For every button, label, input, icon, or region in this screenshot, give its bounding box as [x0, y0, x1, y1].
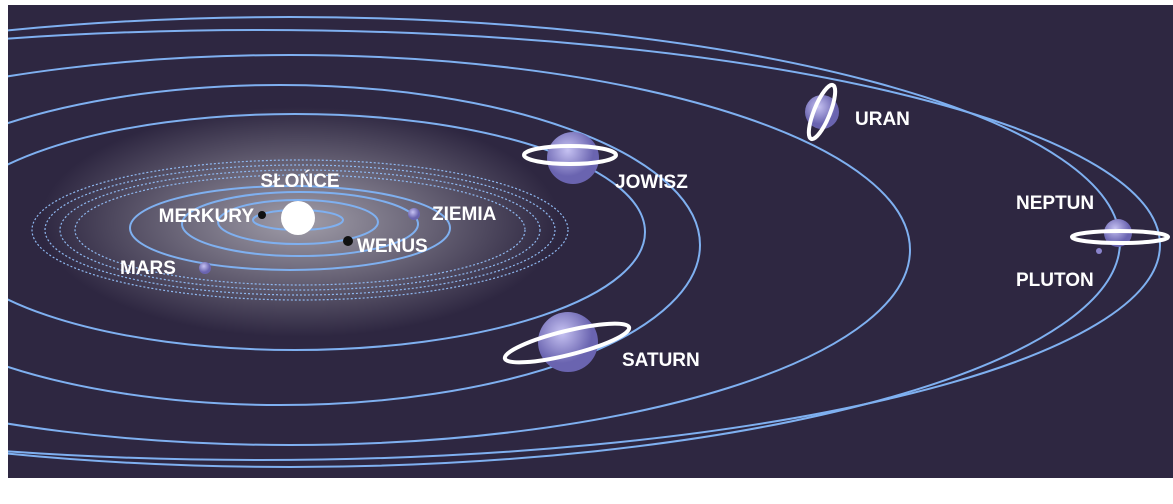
label: SATURN — [622, 350, 700, 371]
venus — [343, 236, 353, 246]
earth — [408, 208, 420, 220]
label: ZIEMIA — [432, 204, 497, 225]
sun — [281, 201, 315, 235]
label: WENUS — [357, 236, 428, 257]
label: SŁOŃCE — [260, 170, 339, 192]
label: URAN — [855, 109, 910, 130]
saturn — [538, 312, 598, 372]
diagram: SŁOŃCE MERKURY WENUS ZIEMIA MARS JOWISZ … — [0, 0, 1173, 504]
jupiter — [547, 132, 599, 184]
page: SŁOŃCE MERKURY WENUS ZIEMIA MARS JOWISZ … — [0, 0, 1173, 504]
pluto — [1096, 248, 1102, 254]
label: JOWISZ — [615, 172, 688, 193]
label: PLUTON — [1016, 270, 1094, 291]
mercury — [258, 211, 266, 219]
label: MERKURY — [159, 206, 255, 227]
label: MARS — [120, 258, 176, 279]
label: NEPTUN — [1016, 193, 1094, 214]
mars — [199, 262, 211, 274]
